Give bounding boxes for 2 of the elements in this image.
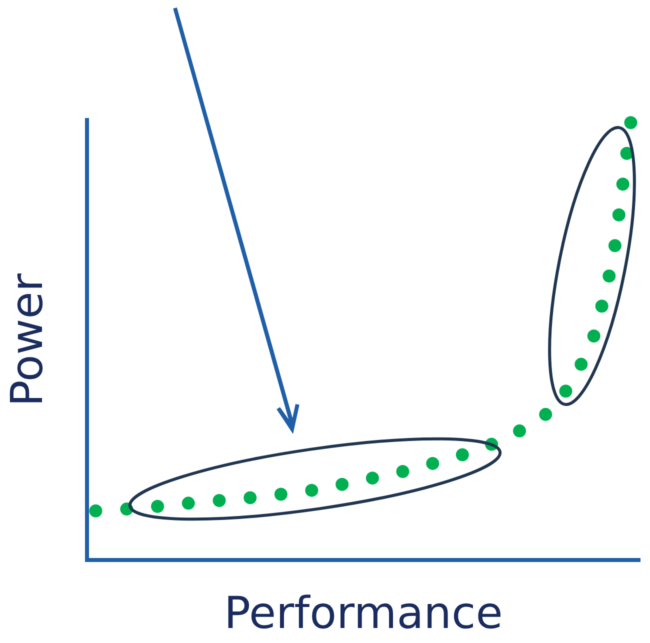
x-axis-title: Performance <box>224 588 503 640</box>
y-axis-title: Power <box>2 272 53 407</box>
